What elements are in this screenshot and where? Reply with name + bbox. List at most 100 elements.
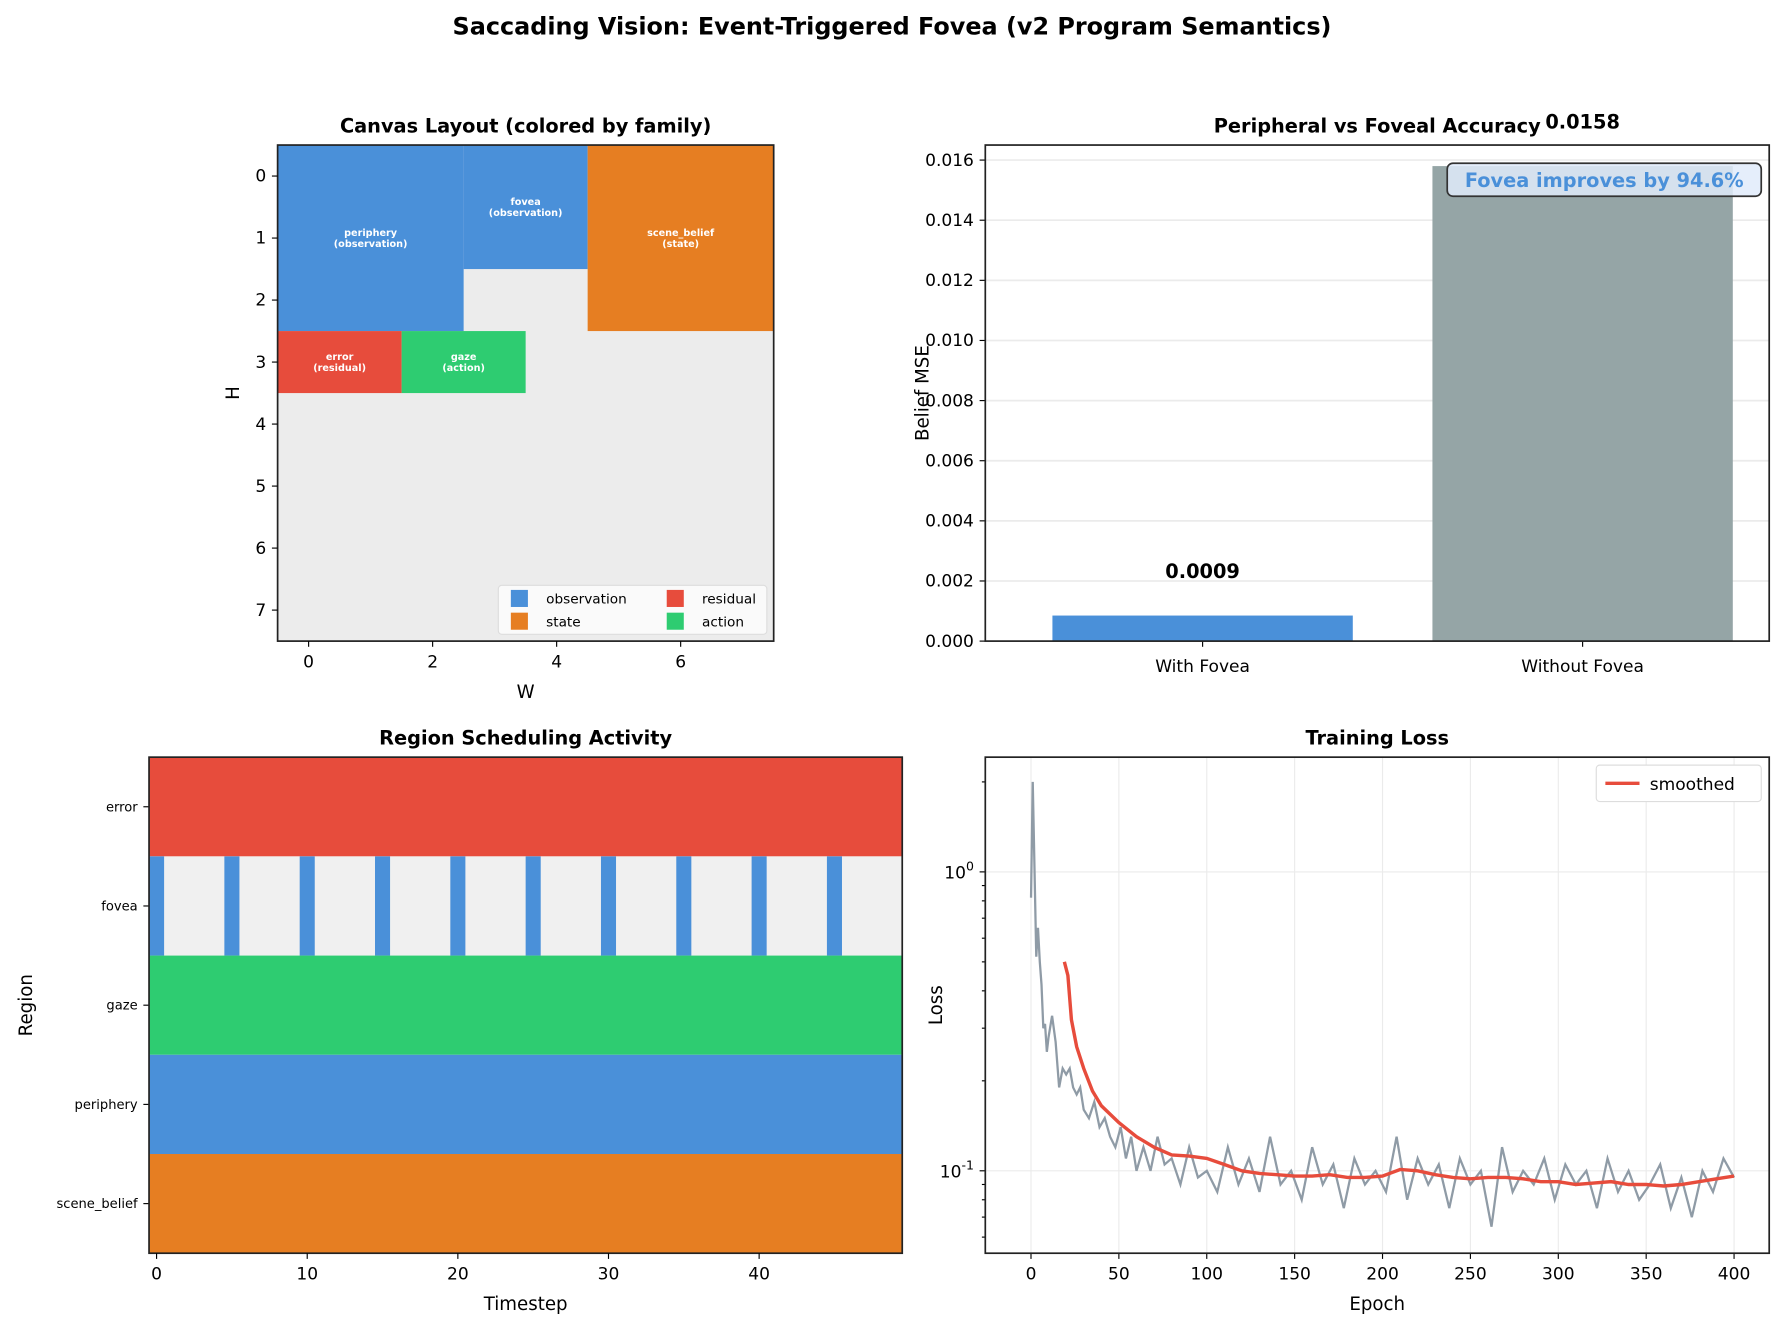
y-tick-label: gaze bbox=[106, 999, 137, 1014]
x-tick-label: 0 bbox=[303, 652, 314, 672]
annotation-box bbox=[1446, 162, 1763, 198]
panel-title: Training Loss bbox=[1305, 727, 1449, 750]
x-tick-label: 150 bbox=[1278, 1264, 1311, 1284]
legend-swatch-residual bbox=[666, 589, 684, 607]
panel-title: Peripheral vs Foveal Accuracy bbox=[1214, 115, 1541, 138]
x-tick-label: 50 bbox=[1108, 1264, 1130, 1284]
x-tick-label: 30 bbox=[598, 1264, 620, 1284]
x-tick-label: 400 bbox=[1718, 1264, 1751, 1284]
active-cell-fovea bbox=[525, 856, 541, 956]
bar-without-fovea bbox=[1432, 166, 1733, 642]
y-tick-label: 4 bbox=[255, 415, 266, 435]
active-cell-fovea bbox=[375, 856, 391, 956]
active-cell-fovea bbox=[224, 856, 240, 956]
bar-value-label: 0.0158 bbox=[1545, 111, 1620, 134]
active-cell-fovea bbox=[299, 856, 315, 956]
y-tick-label: scene_belief bbox=[56, 1197, 138, 1212]
x-tick-label: 200 bbox=[1366, 1264, 1399, 1284]
active-cell-fovea bbox=[826, 856, 842, 956]
region-error bbox=[277, 331, 402, 394]
y-axis-label: Loss bbox=[926, 985, 947, 1025]
legend-label: smoothed bbox=[1650, 775, 1735, 795]
tick-base: 10 bbox=[940, 1163, 962, 1183]
x-tick-label: 10 bbox=[296, 1264, 318, 1284]
y-tick-label: 0.012 bbox=[925, 271, 974, 291]
legend-swatch-state bbox=[510, 612, 528, 630]
legend-swatch-action bbox=[666, 612, 684, 630]
bar-value-label: 0.0009 bbox=[1165, 560, 1240, 583]
y-axis-label: H bbox=[223, 386, 244, 400]
y-tick-label: 3 bbox=[255, 353, 266, 373]
y-tick-label: 0.014 bbox=[925, 211, 974, 231]
x-tick-label: Without Fovea bbox=[1521, 657, 1644, 677]
axes-frame bbox=[276, 144, 775, 642]
legend-box bbox=[497, 584, 768, 635]
legend-label: observation bbox=[546, 592, 627, 608]
smoothed-loss-line bbox=[1062, 961, 1735, 1188]
row-error bbox=[149, 757, 903, 857]
accuracy-bar-panel: 0.000 0.002 0.004 0.006 0.008 0.010 0.012 0.014… bbox=[912, 111, 1771, 677]
y-tick-label: 0.008 bbox=[925, 391, 974, 411]
x-tick-label: 4 bbox=[551, 652, 562, 672]
x-tick-label: 100 bbox=[1190, 1264, 1223, 1284]
y-tick-label: 7 bbox=[255, 601, 266, 621]
row-gaze bbox=[149, 955, 903, 1055]
x-tick-label: 0 bbox=[151, 1264, 162, 1284]
region-gaze bbox=[401, 331, 526, 394]
x-axis-label: Timestep bbox=[483, 1294, 568, 1315]
panel-title: Region Scheduling Activity bbox=[379, 727, 672, 750]
y-axis-label: Region bbox=[16, 974, 37, 1036]
x-axis-label: Epoch bbox=[1349, 1294, 1405, 1315]
region-label: (residual) bbox=[313, 363, 366, 374]
y-tick-label: 0.004 bbox=[925, 512, 974, 532]
legend: observation state residual action bbox=[497, 584, 768, 635]
region-label: periphery bbox=[344, 228, 398, 239]
active-cell-fovea bbox=[676, 856, 692, 956]
y-tick-label: 5 bbox=[255, 477, 266, 497]
region-label: (state) bbox=[662, 239, 699, 250]
canvas-layout-panel: periphery(observation)fovea(observation)… bbox=[223, 115, 775, 703]
x-tick-label: 20 bbox=[447, 1264, 469, 1284]
x-axis-label: W bbox=[517, 682, 535, 703]
x-tick-label: 40 bbox=[748, 1264, 770, 1284]
axes-frame bbox=[148, 756, 904, 1255]
region-label: (observation) bbox=[334, 239, 408, 250]
region-label: gaze bbox=[451, 352, 477, 363]
region-fovea bbox=[463, 145, 588, 270]
y-tick-label: periphery bbox=[75, 1098, 138, 1113]
region-label: error bbox=[326, 352, 354, 363]
x-tick-label: 6 bbox=[675, 652, 686, 672]
y-tick-label: 10-1 bbox=[940, 1158, 974, 1183]
tick-exponent: -1 bbox=[961, 1158, 973, 1173]
y-tick-label: 0.006 bbox=[925, 451, 974, 471]
region-label: scene_belief bbox=[647, 228, 715, 239]
x-tick-label: 2 bbox=[427, 652, 438, 672]
x-tick-label: 350 bbox=[1630, 1264, 1663, 1284]
axes-frame bbox=[984, 144, 1771, 642]
legend-label: state bbox=[546, 614, 581, 630]
figure-title: Saccading Vision: Event-Triggered Fovea … bbox=[453, 13, 1332, 41]
axes-frame bbox=[984, 756, 1771, 1255]
active-cell-fovea bbox=[751, 856, 767, 956]
improvement-annotation: Fovea improves by 94.6% bbox=[1465, 169, 1744, 192]
region-periphery bbox=[277, 145, 464, 332]
legend: smoothed bbox=[1595, 764, 1762, 803]
active-cell-fovea bbox=[149, 856, 165, 956]
region-label: (action) bbox=[442, 363, 485, 374]
x-tick-label: With Fovea bbox=[1155, 657, 1250, 677]
row-scene_belief bbox=[149, 1154, 903, 1254]
region-label: (observation) bbox=[489, 208, 563, 219]
y-tick-label: 0.010 bbox=[925, 331, 974, 351]
y-tick-label: 0.000 bbox=[925, 632, 974, 652]
y-tick-label: fovea bbox=[101, 900, 137, 915]
legend-box bbox=[1595, 764, 1762, 803]
bar-with-fovea bbox=[1052, 615, 1353, 642]
y-tick-label: 1 bbox=[255, 229, 266, 249]
legend-label: action bbox=[702, 614, 744, 630]
panel-title: Canvas Layout (colored by family) bbox=[340, 115, 711, 138]
legend-label: residual bbox=[702, 592, 756, 608]
region-scene_belief bbox=[587, 145, 774, 332]
y-tick-label: 2 bbox=[255, 291, 266, 311]
active-cell-fovea bbox=[600, 856, 617, 956]
